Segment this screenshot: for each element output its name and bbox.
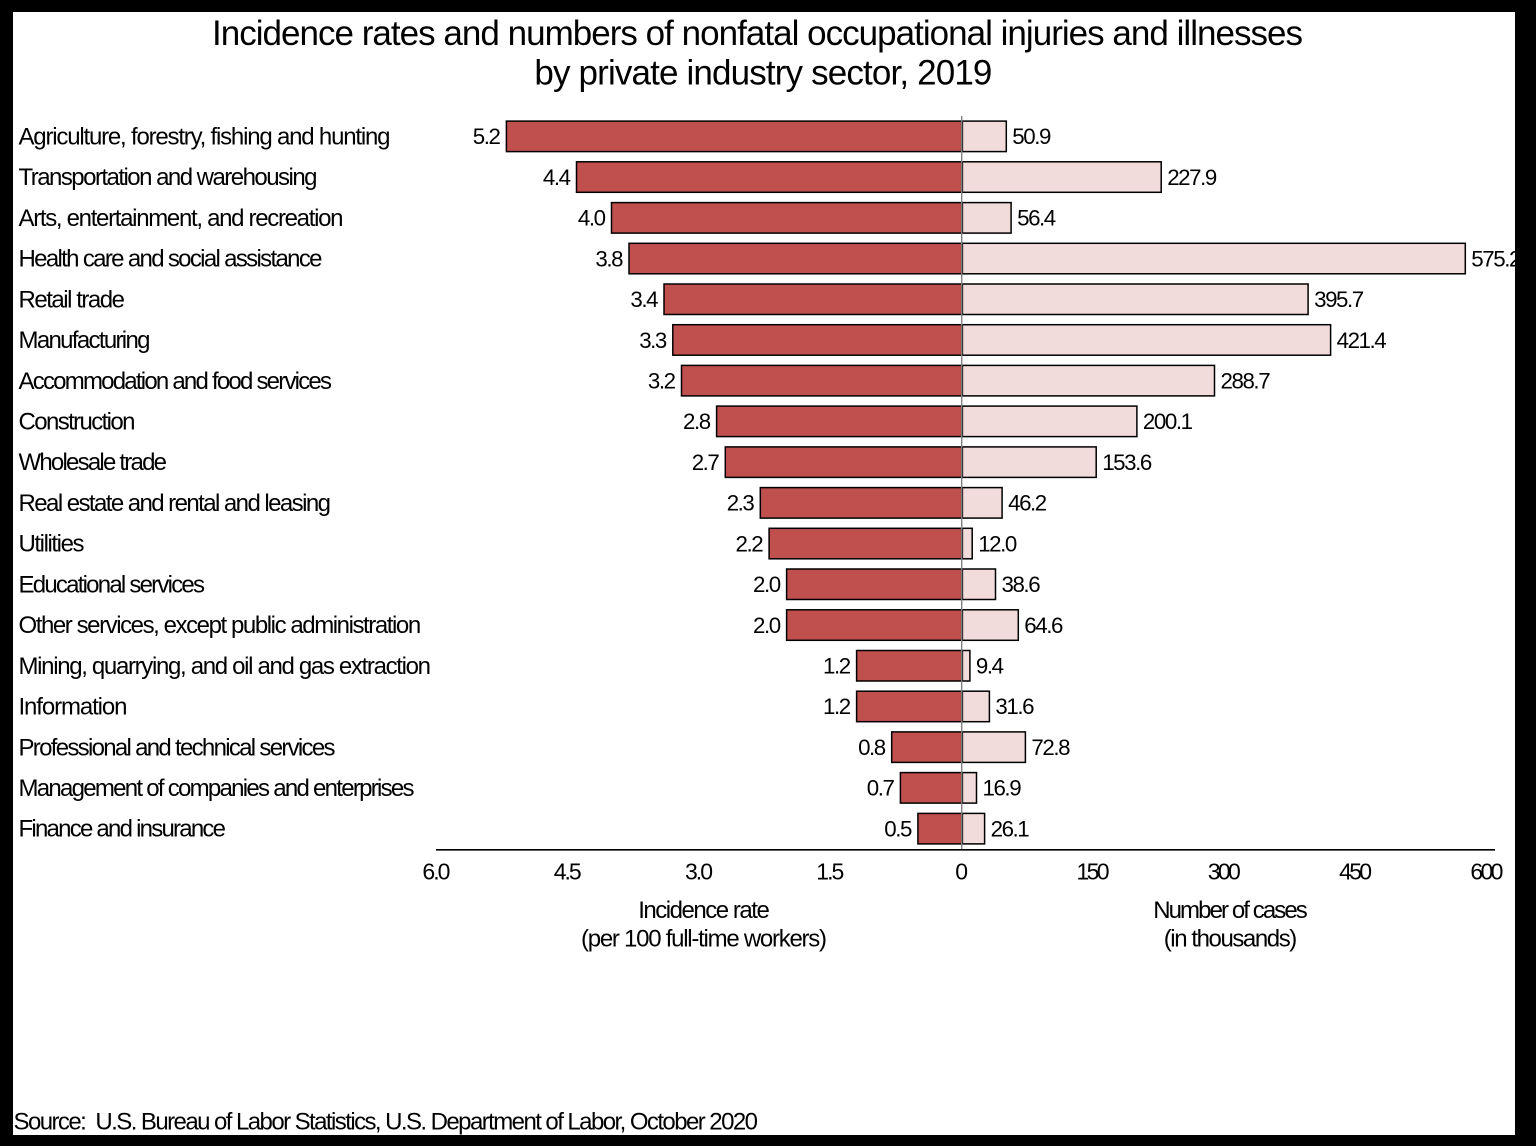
svg-text:1.2: 1.2 bbox=[823, 654, 851, 679]
svg-text:2.0: 2.0 bbox=[753, 572, 781, 597]
svg-text:Manufacturing: Manufacturing bbox=[19, 327, 151, 354]
svg-text:5.2: 5.2 bbox=[473, 124, 501, 149]
svg-text:by private industry sector, 20: by private industry sector, 2019 bbox=[534, 54, 992, 93]
svg-text:395.7: 395.7 bbox=[1314, 287, 1364, 312]
svg-text:2.0: 2.0 bbox=[753, 613, 781, 638]
svg-text:31.6: 31.6 bbox=[995, 694, 1034, 719]
svg-text:Professional and technical ser: Professional and technical services bbox=[19, 734, 336, 761]
svg-text:Management of companies and en: Management of companies and enterprises bbox=[19, 775, 415, 802]
svg-text:(per 100 full-time workers): (per 100 full-time workers) bbox=[581, 926, 827, 953]
svg-text:Accommodation and food service: Accommodation and food services bbox=[19, 368, 333, 395]
svg-text:300: 300 bbox=[1208, 859, 1241, 885]
svg-text:1.5: 1.5 bbox=[816, 859, 844, 885]
svg-text:Transportation and warehousing: Transportation and warehousing bbox=[19, 164, 318, 191]
svg-text:Information: Information bbox=[19, 694, 128, 721]
svg-text:Construction: Construction bbox=[19, 409, 136, 436]
svg-text:150: 150 bbox=[1077, 859, 1110, 885]
svg-text:3.8: 3.8 bbox=[595, 246, 623, 271]
svg-text:0.5: 0.5 bbox=[884, 816, 912, 841]
svg-text:9.4: 9.4 bbox=[976, 654, 1004, 679]
svg-text:Real estate and rental and lea: Real estate and rental and leasing bbox=[19, 490, 332, 517]
svg-text:450: 450 bbox=[1339, 859, 1372, 885]
svg-text:46.2: 46.2 bbox=[1008, 491, 1047, 516]
svg-text:0.7: 0.7 bbox=[867, 776, 895, 801]
svg-text:Mining, quarrying, and oil and: Mining, quarrying, and oil and gas extra… bbox=[19, 653, 432, 680]
svg-text:Utilities: Utilities bbox=[19, 531, 85, 558]
svg-text:Arts, entertainment, and recre: Arts, entertainment, and recreation bbox=[19, 205, 344, 232]
svg-text:3.0: 3.0 bbox=[685, 859, 713, 885]
svg-text:Agriculture, forestry, fishing: Agriculture, forestry, fishing and hunti… bbox=[19, 124, 391, 151]
svg-text:6.0: 6.0 bbox=[422, 859, 450, 885]
svg-text:3.2: 3.2 bbox=[648, 369, 676, 394]
svg-text:2.3: 2.3 bbox=[727, 491, 755, 516]
svg-text:Source: U.S. Bureau of Labor: Source: U.S. Bureau of Labor Statistics,… bbox=[14, 1109, 758, 1136]
svg-text:72.8: 72.8 bbox=[1031, 735, 1070, 760]
svg-text:200.1: 200.1 bbox=[1143, 409, 1193, 434]
svg-text:600: 600 bbox=[1470, 859, 1503, 885]
svg-text:Retail trade: Retail trade bbox=[19, 286, 126, 313]
svg-text:Incidence rates and numbers of: Incidence rates and numbers of nonfatal … bbox=[212, 14, 1303, 53]
svg-text:Number of cases: Number of cases bbox=[1153, 897, 1308, 924]
svg-text:0: 0 bbox=[955, 859, 968, 885]
svg-text:(in thousands): (in thousands) bbox=[1164, 926, 1298, 953]
svg-text:38.6: 38.6 bbox=[1002, 572, 1041, 597]
svg-text:153.6: 153.6 bbox=[1102, 450, 1152, 475]
svg-text:Incidence rate: Incidence rate bbox=[638, 897, 770, 924]
svg-text:575.2: 575.2 bbox=[1471, 246, 1521, 271]
svg-text:1.2: 1.2 bbox=[823, 694, 851, 719]
svg-text:3.3: 3.3 bbox=[639, 328, 667, 353]
svg-text:Health care and social assista: Health care and social assistance bbox=[19, 246, 323, 273]
svg-text:227.9: 227.9 bbox=[1167, 165, 1217, 190]
svg-text:4.4: 4.4 bbox=[543, 165, 571, 190]
svg-text:Wholesale trade: Wholesale trade bbox=[19, 449, 168, 476]
svg-text:Other services, except public: Other services, except public administra… bbox=[19, 612, 422, 639]
svg-text:2.8: 2.8 bbox=[683, 409, 711, 434]
svg-text:2.2: 2.2 bbox=[736, 531, 764, 556]
svg-text:421.4: 421.4 bbox=[1337, 328, 1387, 353]
svg-text:4.0: 4.0 bbox=[578, 206, 606, 231]
svg-text:0.8: 0.8 bbox=[858, 735, 886, 760]
svg-text:3.4: 3.4 bbox=[630, 287, 658, 312]
svg-text:Educational services: Educational services bbox=[19, 571, 206, 598]
svg-text:56.4: 56.4 bbox=[1017, 206, 1056, 231]
svg-text:12.0: 12.0 bbox=[978, 531, 1017, 556]
svg-text:26.1: 26.1 bbox=[991, 816, 1030, 841]
svg-text:Finance and insurance: Finance and insurance bbox=[19, 816, 227, 843]
svg-text:50.9: 50.9 bbox=[1012, 124, 1051, 149]
svg-text:64.6: 64.6 bbox=[1024, 613, 1063, 638]
svg-text:4.5: 4.5 bbox=[554, 859, 582, 885]
svg-text:288.7: 288.7 bbox=[1221, 369, 1271, 394]
svg-text:2.7: 2.7 bbox=[692, 450, 720, 475]
svg-text:16.9: 16.9 bbox=[983, 776, 1022, 801]
